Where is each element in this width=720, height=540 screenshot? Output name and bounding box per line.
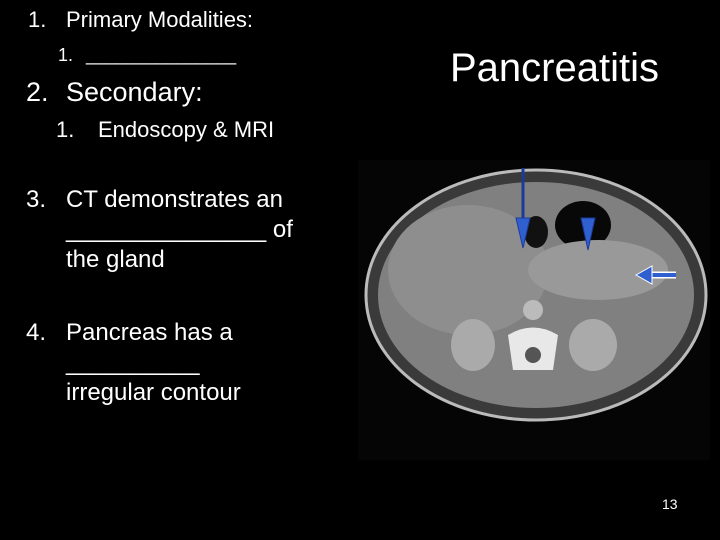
sub-text: _______________	[86, 45, 237, 65]
list-number: 3.	[26, 186, 47, 213]
list-line: _______________ of	[66, 216, 293, 243]
sub-number: 1.	[58, 45, 74, 65]
ct-image	[358, 160, 710, 460]
list-line: irregular contour	[66, 379, 241, 406]
slide-title: Pancreatitis	[450, 46, 659, 90]
list-line: CT demonstrates an	[66, 186, 283, 213]
list-line: __________	[66, 349, 200, 376]
list-number: 2.	[26, 77, 49, 107]
sub-number: 1.	[56, 117, 75, 142]
list-text: Primary Modalities:	[66, 7, 254, 32]
list-number: 1.	[28, 7, 47, 32]
page-number: 13	[662, 496, 678, 512]
list-line: the gland	[66, 246, 165, 273]
list-text: Secondary:	[66, 77, 203, 107]
list-number: 4.	[26, 319, 47, 346]
sub-text: Endoscopy & MRI	[98, 117, 275, 142]
list-line: Pancreas has a	[66, 319, 233, 346]
